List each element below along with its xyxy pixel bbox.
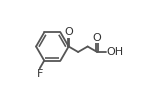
Text: O: O <box>93 33 101 43</box>
Text: O: O <box>64 27 73 37</box>
Text: OH: OH <box>106 47 123 57</box>
Text: F: F <box>36 69 43 79</box>
